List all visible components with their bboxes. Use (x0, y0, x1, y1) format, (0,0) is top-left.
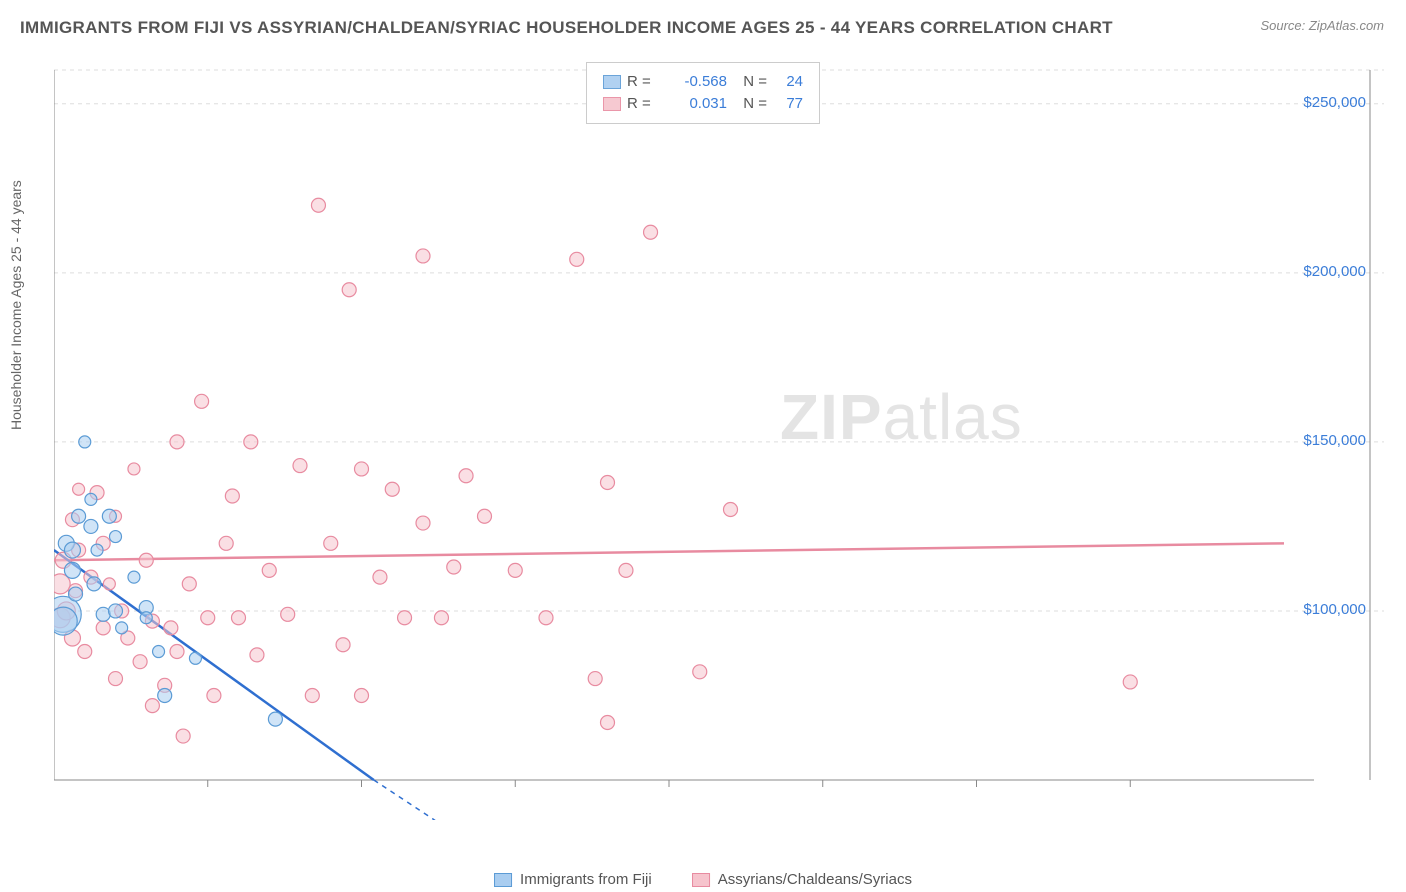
correlation-legend: R = -0.568 N = 24 R = 0.031 N = 77 (586, 62, 820, 124)
chart-title: IMMIGRANTS FROM FIJI VS ASSYRIAN/CHALDEA… (20, 18, 1113, 38)
scatter-plot (54, 60, 1384, 820)
r-label: R = (627, 71, 661, 93)
r-value: 0.031 (667, 93, 727, 115)
legend-item: Immigrants from Fiji (494, 871, 652, 888)
legend-swatch (494, 873, 512, 887)
y-tick-label: $250,000 (1303, 94, 1366, 111)
source-attribution: Source: ZipAtlas.com (1260, 18, 1384, 33)
r-label: R = (627, 93, 661, 115)
legend-label: Immigrants from Fiji (520, 871, 652, 888)
y-tick-label: $100,000 (1303, 601, 1366, 618)
legend-swatch (603, 97, 621, 111)
series-legend: Immigrants from Fiji Assyrians/Chaldeans/… (494, 871, 912, 888)
correlation-row: R = 0.031 N = 77 (603, 93, 803, 115)
legend-item: Assyrians/Chaldeans/Syriacs (692, 871, 912, 888)
legend-swatch (603, 75, 621, 89)
legend-swatch (692, 873, 710, 887)
n-label: N = (733, 93, 767, 115)
n-label: N = (733, 71, 767, 93)
n-value: 24 (773, 71, 803, 93)
chart-area: $100,000 $150,000 $200,000 $250,000 (54, 60, 1384, 820)
y-axis-label: Householder Income Ages 25 - 44 years (8, 180, 24, 430)
y-tick-label: $200,000 (1303, 263, 1366, 280)
n-value: 77 (773, 93, 803, 115)
y-tick-label: $150,000 (1303, 432, 1366, 449)
legend-label: Assyrians/Chaldeans/Syriacs (718, 871, 912, 888)
r-value: -0.568 (667, 71, 727, 93)
correlation-row: R = -0.568 N = 24 (603, 71, 803, 93)
